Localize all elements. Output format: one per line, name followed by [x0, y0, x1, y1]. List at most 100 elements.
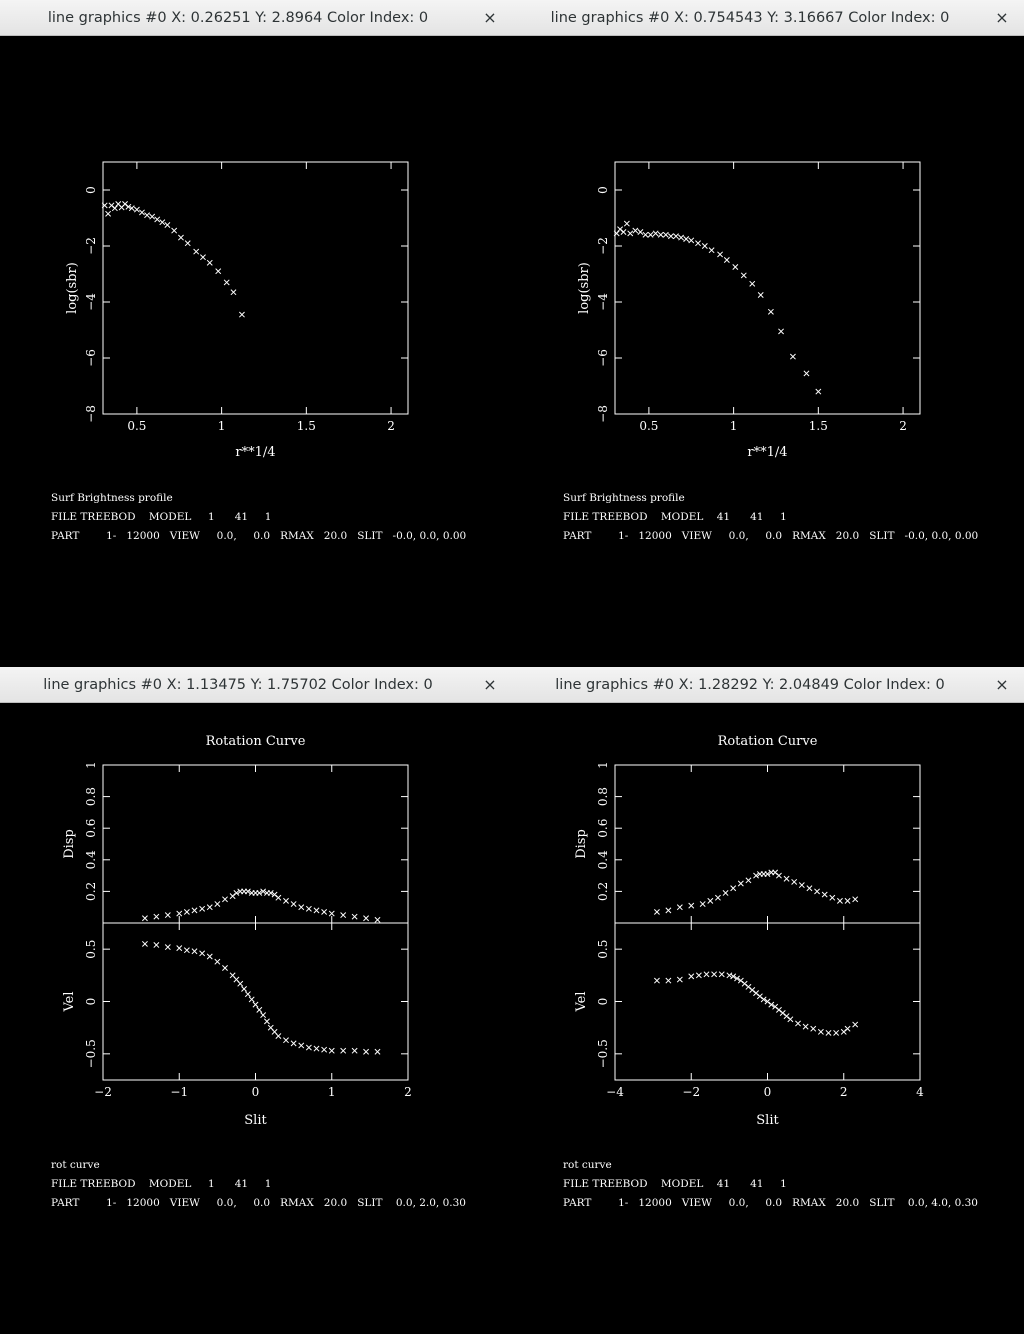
- y-tick-label: 0: [596, 186, 610, 194]
- x-tick-label: 0: [764, 1085, 772, 1099]
- data-point: [153, 942, 160, 948]
- window-title: line graphics #0 X: 1.28292 Y: 2.04849 C…: [555, 677, 945, 693]
- data-point: [836, 897, 843, 904]
- data-point: [230, 289, 237, 296]
- data-point: [726, 972, 733, 979]
- data-point: [153, 913, 160, 920]
- data-point: [688, 902, 695, 909]
- window-3: line graphics #0 X: 1.13475 Y: 1.75702 C…: [0, 667, 512, 1334]
- x-tick-label: 4: [916, 1085, 924, 1099]
- data-point: [298, 1042, 305, 1049]
- data-point: [647, 231, 654, 238]
- data-point: [737, 880, 744, 887]
- data-point: [688, 237, 695, 244]
- data-point: [825, 1029, 832, 1036]
- data-point: [363, 915, 370, 922]
- plot-frame: [102, 764, 409, 924]
- x-tick-label: −1: [170, 1085, 188, 1099]
- footer-line-1: rot curve: [563, 1159, 612, 1171]
- y-tick-label: 0.4: [596, 850, 610, 869]
- y-tick-label: −2: [596, 237, 610, 255]
- x-tick-label: 1: [218, 419, 226, 433]
- data-point: [652, 230, 659, 237]
- y-tick-label: −0.5: [596, 1039, 610, 1068]
- y-tick-label: 0.5: [84, 940, 98, 959]
- titlebar[interactable]: line graphics #0 X: 0.26251 Y: 2.8964 Co…: [0, 0, 512, 36]
- footer-line-3: PART 1- 12000 VIEW 0.0, 0.0 RMAX 20.0 SL…: [51, 1197, 466, 1209]
- data-point: [745, 877, 752, 884]
- data-point: [815, 388, 822, 395]
- data-point: [653, 908, 660, 915]
- data-point: [829, 894, 836, 901]
- y-tick-label: 0: [596, 998, 610, 1006]
- data-point: [783, 875, 790, 882]
- data-point: [620, 229, 627, 235]
- x-tick-label: 2: [899, 419, 907, 433]
- titlebar[interactable]: line graphics #0 X: 1.28292 Y: 2.04849 C…: [512, 667, 1024, 703]
- data-point: [223, 279, 230, 286]
- data-point: [283, 1037, 289, 1044]
- x-axis-label: r**1/4: [235, 445, 275, 460]
- data-point: [676, 976, 683, 983]
- window-title: line graphics #0 X: 0.26251 Y: 2.8964 Co…: [47, 10, 429, 26]
- data-point: [214, 901, 221, 907]
- close-icon[interactable]: ×: [483, 675, 497, 694]
- data-point: [732, 264, 739, 270]
- close-icon[interactable]: ×: [995, 8, 1009, 27]
- data-point: [164, 944, 171, 951]
- data-point: [233, 890, 240, 896]
- data-point: [767, 308, 774, 315]
- y-axis-label: Disp: [574, 829, 589, 859]
- titlebar[interactable]: line graphics #0 X: 1.13475 Y: 1.75702 C…: [0, 667, 512, 703]
- data-point: [252, 1001, 259, 1008]
- close-icon[interactable]: ×: [483, 8, 497, 27]
- titlebar[interactable]: line graphics #0 X: 0.754543 Y: 3.16667 …: [512, 0, 1024, 36]
- data-point: [183, 908, 190, 915]
- chart-title: Rotation Curve: [718, 734, 818, 749]
- y-tick-label: −8: [84, 405, 98, 423]
- data-point: [206, 259, 213, 266]
- data-point: [128, 205, 135, 212]
- x-tick-label: 1: [328, 1085, 336, 1099]
- plot-canvas: 0.5 1 1.5 2 0 −2 −4 −6 −8 r**1/4 log(sbr): [577, 161, 921, 460]
- data-point: [340, 912, 347, 919]
- data-point: [176, 910, 183, 917]
- y-axis-label: Disp: [62, 829, 77, 859]
- data-point: [290, 901, 297, 907]
- data-point: [260, 1012, 267, 1019]
- data-point: [141, 915, 148, 922]
- data-point: [718, 971, 725, 978]
- data-point: [662, 231, 669, 238]
- footer-line-1: rot curve: [51, 1159, 100, 1171]
- data-point: [154, 216, 161, 223]
- y-tick-label: −8: [596, 405, 610, 423]
- data-point: [321, 1046, 328, 1053]
- data-point: [653, 977, 660, 984]
- data-point: [730, 885, 737, 892]
- y-tick-label: 0.6: [84, 819, 98, 838]
- y-tick-label: 0.5: [596, 940, 610, 959]
- data-point: [305, 905, 312, 912]
- data-point: [105, 210, 112, 217]
- data-point: [740, 272, 747, 279]
- data-point: [789, 353, 796, 360]
- footer-line-3: PART 1- 12000 VIEW 0.0, 0.0 RMAX 20.0 SL…: [51, 530, 467, 542]
- close-icon[interactable]: ×: [995, 675, 1009, 694]
- data-point: [321, 908, 328, 915]
- data-point: [695, 240, 701, 247]
- data-point: [177, 234, 184, 241]
- data-point: [707, 897, 714, 904]
- data-point: [768, 1001, 775, 1008]
- data-point: [667, 233, 674, 240]
- y-tick-label: 0.2: [84, 882, 98, 901]
- data-point: [753, 872, 760, 879]
- y-tick-label: −2: [84, 237, 98, 255]
- data-point: [717, 251, 724, 258]
- data-point: [806, 885, 813, 892]
- data-point: [101, 202, 108, 209]
- data-point: [363, 1048, 370, 1055]
- data-point: [665, 907, 672, 914]
- plot-canvas: 0.5 1 1.5 2 0 −2 −4 −6 −8 r**1/4 log(sbr): [65, 161, 409, 460]
- data-point: [244, 991, 251, 998]
- data-point: [176, 945, 183, 952]
